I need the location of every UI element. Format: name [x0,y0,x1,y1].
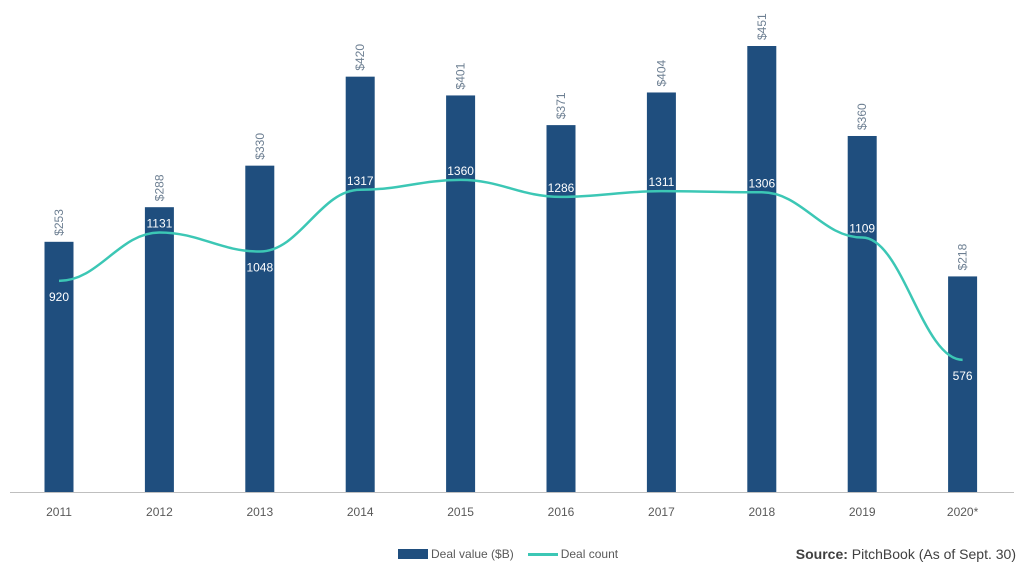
bar-2013 [245,165,275,492]
bar-2012 [144,207,174,492]
bar-2020* [948,276,978,492]
source-text: PitchBook (As of Sept. 30) [851,546,1016,562]
count-label-2014: 1317 [347,174,374,188]
bar-value-label-2016: $371 [554,92,568,119]
count-label-2018: 1306 [748,176,775,190]
bar-2017 [646,92,676,492]
count-label-2017: 1311 [648,175,674,189]
bar-2016 [546,125,576,492]
bar-value-label-2013: $330 [253,133,267,160]
x-tick-2016: 2016 [548,505,575,519]
bar-value-label-2015: $401 [454,62,468,89]
count-label-2013: 1048 [246,261,273,275]
count-label-2016: 1286 [548,181,575,195]
bar-value-label-2017: $404 [654,59,668,86]
bar-value-label-2014: $420 [353,44,367,71]
legend: Deal value ($B) Deal count [398,546,632,562]
deal-count-line [58,178,963,362]
x-tick-2020*: 2020* [947,505,979,519]
bar-2014 [345,76,375,493]
count-label-2020*: 576 [953,369,973,383]
bar-value-label-2011: $253 [52,209,66,236]
labels-layer: $253 $288 $330 $420 $401 $371 $404 $451 $360 $218 [52,13,970,270]
bar-2019 [847,135,877,492]
bar-value-label-2019: $360 [855,103,869,130]
x-tick-2018: 2018 [748,505,775,519]
x-tick-2013: 2013 [246,505,273,519]
bar-2015 [446,95,476,492]
x-tick-labels: 2011 2012 2013 2014 2015 2016 2017 2018 2019 2020… [46,505,979,519]
source-label: Source: [795,546,848,562]
count-line-layer: 920 1131 1048 1317 1360 1286 1311 1306 1109 576 [49,164,973,383]
legend-swatch-line [527,552,558,556]
legend-item-deal-count: Deal count [527,547,619,561]
count-label-2012: 1131 [146,216,172,230]
x-tick-2015: 2015 [447,505,474,519]
bars-layer [44,46,978,493]
x-tick-2019: 2019 [849,505,876,519]
bar-2018 [747,46,777,492]
legend-label-deal-count: Deal count [560,547,619,561]
x-tick-2017: 2017 [648,505,675,519]
legend-item-deal-value: Deal value ($B) [398,547,514,561]
bar-value-label-2012: $288 [152,174,166,201]
bar-value-label-2018: $451 [755,13,769,40]
x-tick-2012: 2012 [146,505,173,519]
count-label-2015: 1360 [447,164,474,178]
source-note: Source: PitchBook (As of Sept. 30) [796,546,1016,562]
bar-value-label-2020*: $218 [956,243,970,270]
x-tick-2014: 2014 [347,505,374,519]
legend-swatch-bar [398,549,428,559]
legend-label-deal-value: Deal value ($B) [431,547,514,561]
bar-2011 [44,241,74,492]
count-label-2011: 920 [49,290,69,304]
x-tick-2011: 2011 [46,505,72,519]
count-label-2019: 1109 [849,222,875,236]
